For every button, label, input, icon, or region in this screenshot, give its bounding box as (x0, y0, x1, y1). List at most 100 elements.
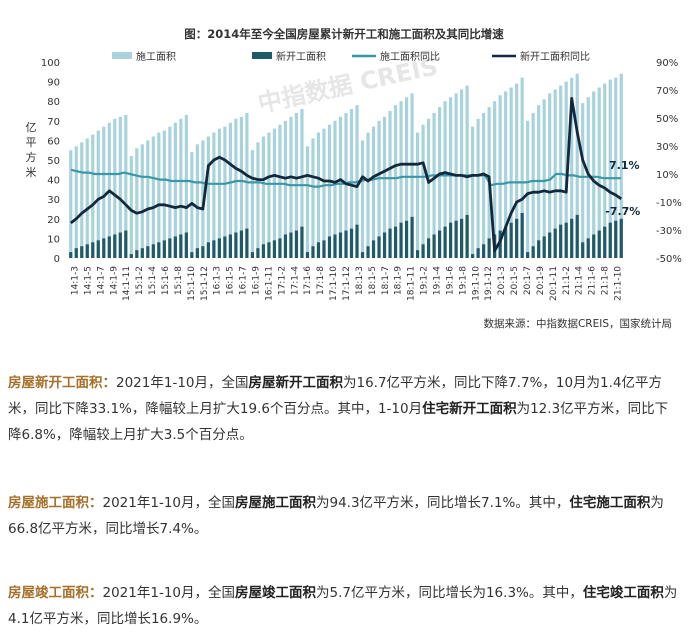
x-tick-label: 18:1-11 (407, 266, 417, 301)
y-right-tick-label: 30% (656, 142, 678, 153)
bar-new-construction (581, 242, 585, 258)
bar-new-construction (261, 244, 266, 258)
bar-new-construction (426, 238, 431, 258)
bar-new-construction (184, 232, 188, 258)
paragraph-text: 为66.8亿平方米，同比增长7.4%。 (8, 495, 664, 537)
bar-under-construction (460, 89, 464, 258)
x-tick-label: 21:1-8 (601, 266, 611, 295)
bar-under-construction (360, 140, 365, 258)
y-left-axis-label-char: 亿 (26, 121, 37, 134)
y-right-tick-label: 10% (656, 170, 678, 181)
bar-under-construction (377, 120, 381, 258)
y-left-tick-label: 30 (47, 195, 60, 206)
bar-new-construction (559, 224, 563, 258)
x-tick-label: 16:1-9 (252, 266, 262, 295)
bar-under-construction (228, 122, 232, 258)
bar-new-construction (349, 228, 354, 258)
bar-under-construction (570, 77, 574, 259)
x-tick-label: 19:1-12 (484, 266, 494, 301)
bar-under-construction (206, 136, 210, 258)
paragraph-lead: 房屋新开工面积： (8, 375, 116, 391)
x-tick-label: 20:1-9 (536, 266, 546, 295)
bar-new-construction (393, 226, 398, 258)
bar-new-construction (355, 224, 359, 258)
bar-under-construction (548, 93, 552, 258)
bar-under-construction (129, 156, 133, 258)
y-left-tick-label: 0 (54, 254, 60, 265)
line-new-construction-yoy (69, 97, 622, 253)
bar-under-construction (278, 124, 282, 258)
bar-new-construction (212, 240, 216, 258)
y-left-tick-label: 10 (47, 234, 60, 245)
bar-new-construction (173, 236, 177, 258)
x-tick-label: 17:1-2 (277, 266, 287, 295)
bar-under-construction (316, 132, 321, 258)
x-tick-label: 20:1-5 (510, 266, 520, 295)
x-tick-label: 18:1-7 (381, 266, 391, 295)
bar-under-construction (256, 142, 260, 258)
bar-new-construction (322, 240, 326, 258)
x-tick-label: 17:1-4 (290, 266, 300, 295)
bar-new-construction (564, 222, 568, 258)
bar-under-construction (388, 111, 392, 258)
bar-new-construction (608, 222, 612, 258)
y-left-tick-label: 50 (47, 156, 60, 167)
bar-under-construction (509, 87, 513, 258)
bar-new-construction (311, 246, 315, 258)
bar-under-construction (333, 120, 337, 258)
bar-under-construction (382, 116, 387, 258)
bar-new-construction (603, 226, 607, 258)
bar-new-construction (537, 240, 541, 258)
bar-new-construction (179, 234, 183, 258)
bar-new-construction (515, 218, 519, 258)
bar-under-construction (327, 124, 332, 258)
legend-swatch (112, 52, 132, 59)
bar-new-construction (272, 240, 277, 258)
bar-new-construction (487, 238, 491, 258)
x-tick-label: 14:1-7 (96, 266, 106, 295)
bar-new-construction (460, 218, 464, 258)
paragraph-text: 2021年1-10月，全国 (116, 375, 249, 391)
bar-under-construction (471, 126, 475, 259)
y-left-tick-label: 40 (47, 176, 60, 187)
bar-under-construction (322, 128, 326, 258)
bar-new-construction (404, 220, 409, 258)
bar-under-construction (476, 118, 480, 258)
bar-new-construction (113, 234, 117, 258)
bar-under-construction (619, 73, 623, 258)
bar-under-construction (421, 124, 425, 258)
bar-new-construction (316, 242, 321, 258)
bar-new-construction (140, 248, 144, 258)
x-tick-label: 14:1-3 (71, 266, 81, 295)
bar-new-construction (96, 240, 100, 258)
paragraph-bold: 房屋竣工面积 (235, 585, 316, 601)
bar-under-construction (437, 107, 442, 258)
source-note: 数据来源：中指数据CREIS，国家统计局 (483, 317, 672, 330)
bar-new-construction (294, 230, 299, 258)
bar-under-construction (289, 116, 293, 258)
bar-under-construction (96, 130, 100, 258)
bar-new-construction (190, 252, 194, 258)
bar-new-construction (592, 234, 596, 258)
paragraph-lead: 房屋竣工面积： (8, 585, 103, 601)
bar-new-construction (371, 240, 376, 258)
bar-new-construction (471, 254, 475, 258)
bar-under-construction (135, 148, 139, 258)
bar-under-construction (157, 132, 161, 258)
bar-new-construction (619, 218, 623, 258)
bar-under-construction (162, 130, 166, 258)
bar-under-construction (448, 97, 453, 258)
bar-under-construction (542, 99, 546, 259)
bar-under-construction (371, 126, 376, 259)
bar-new-construction (201, 246, 205, 258)
bar-under-construction (344, 112, 348, 259)
bar-new-construction (548, 232, 552, 258)
bar-new-construction (146, 246, 150, 258)
paragraph-completion: 房屋竣工面积：2021年1-10月，全国房屋竣工面积为5.7亿平方米，同比增长为… (8, 580, 680, 632)
bar-new-construction (91, 242, 95, 258)
bar-under-construction (399, 101, 403, 258)
bar-under-construction (250, 150, 255, 258)
x-tick-label: 16:1-7 (239, 266, 249, 295)
x-tick-label: 20:1-3 (497, 266, 507, 295)
bar-under-construction (410, 93, 414, 258)
